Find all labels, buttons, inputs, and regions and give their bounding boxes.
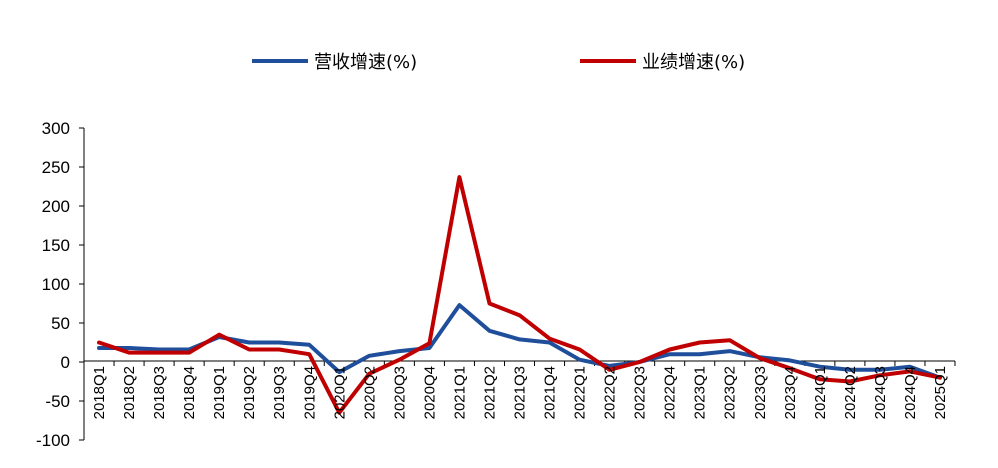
- x-tick-label: 2023Q3: [752, 366, 769, 419]
- x-tick-label: 2018Q2: [121, 366, 138, 419]
- y-tick-label: -50: [45, 392, 70, 411]
- y-tick-label: 100: [42, 275, 70, 294]
- x-tick-label: 2023Q1: [692, 366, 709, 419]
- x-tick-label: 2020Q3: [391, 366, 408, 419]
- y-tick-label: 50: [51, 314, 70, 333]
- y-tick-label: 0: [61, 353, 70, 372]
- x-tick-label: 2022Q3: [632, 366, 649, 419]
- x-tick-label: 2018Q3: [151, 366, 168, 419]
- y-tick-label: 300: [42, 119, 70, 138]
- x-tick-label: 2022Q4: [662, 366, 679, 419]
- x-tick-label: 2021Q2: [481, 366, 498, 419]
- x-tick-label: 2018Q4: [181, 366, 198, 419]
- x-tick-label: 2024Q4: [902, 366, 919, 419]
- legend-label: 业绩增速(%): [642, 52, 745, 73]
- x-tick-label: 2021Q3: [512, 366, 529, 419]
- x-tick-label: 2020Q1: [331, 366, 348, 419]
- x-tick-label: 2024Q1: [812, 366, 829, 419]
- x-tick-label: 2019Q1: [211, 366, 228, 419]
- y-tick-label: 150: [42, 236, 70, 255]
- x-tick-label: 2020Q2: [361, 366, 378, 419]
- y-tick-label: 250: [42, 158, 70, 177]
- axes: 300 250 200 150 100 50 0 -50 -100: [36, 119, 956, 450]
- x-tick-label: 2024Q3: [872, 366, 889, 419]
- x-tick-label: 2022Q1: [572, 366, 589, 419]
- earnings-growth-line: [97, 175, 942, 415]
- legend: 营收增速(%) 业绩增速(%): [252, 52, 745, 73]
- series-layer: [97, 175, 942, 415]
- x-tick-label: 2019Q3: [271, 366, 288, 419]
- x-tick-label: 2023Q4: [782, 366, 799, 419]
- x-tick-label: 2019Q2: [241, 366, 258, 419]
- x-tick-label: 2025Q1: [932, 366, 949, 419]
- x-tick-label: 2024Q2: [842, 366, 859, 419]
- x-tick-label: 2019Q4: [301, 366, 318, 419]
- x-tick-label: 2023Q2: [722, 366, 739, 419]
- x-tick-label: 2021Q1: [451, 366, 468, 419]
- x-tick-label: 2018Q1: [91, 366, 108, 419]
- x-axis-labels: 2018Q1 2018Q2 2018Q3 2018Q4 2019Q1 2019Q2 2019…: [91, 366, 949, 419]
- revenue-growth-line: [97, 303, 942, 380]
- y-tick-label: -100: [36, 431, 70, 450]
- y-tick-label: 200: [42, 197, 70, 216]
- x-tick-label: 2020Q4: [421, 366, 438, 419]
- x-tick-label: 2022Q2: [602, 366, 619, 419]
- x-tick-label: 2021Q4: [542, 366, 559, 419]
- legend-label: 营收增速(%): [314, 52, 417, 73]
